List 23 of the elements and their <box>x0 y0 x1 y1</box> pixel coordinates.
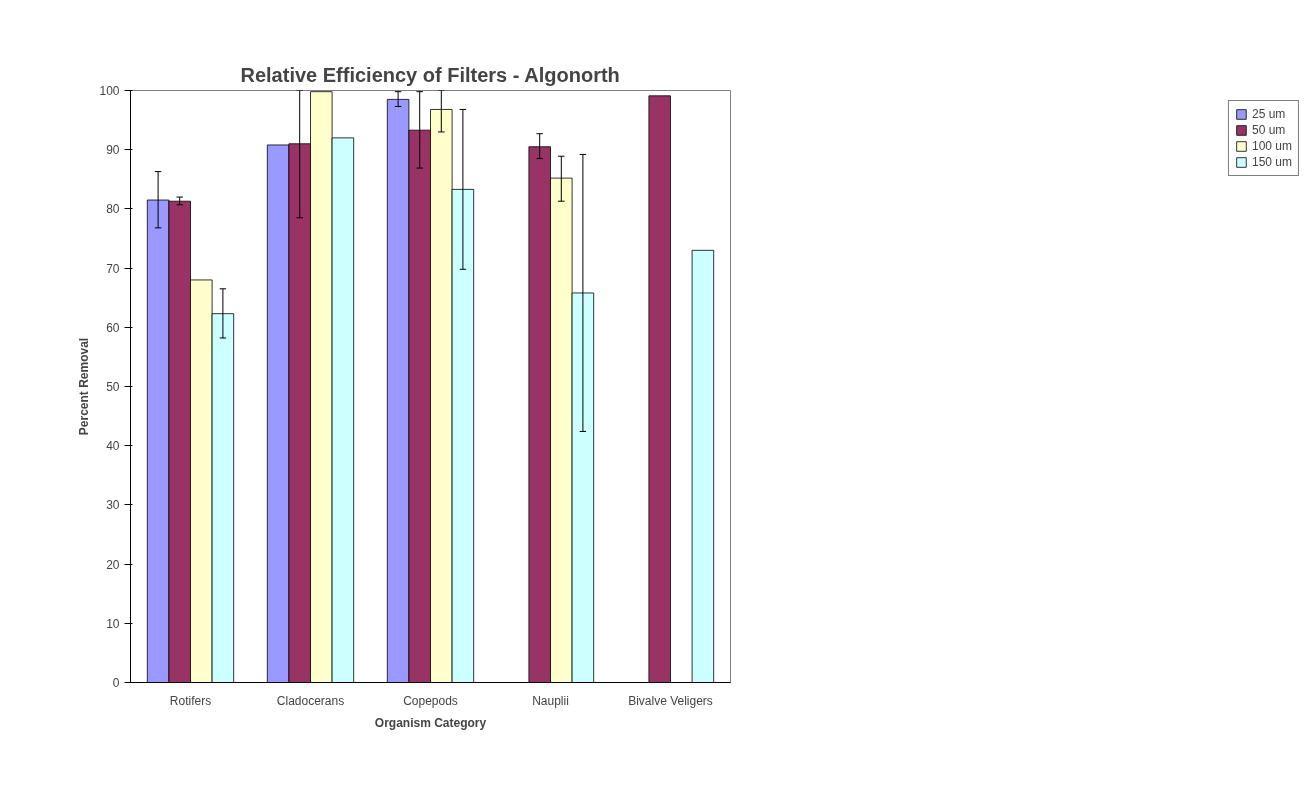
x-tick-label: Cladocerans <box>276 693 345 708</box>
y-axis-title: Percent Removal <box>77 337 92 436</box>
legend-label: 150 um <box>1251 155 1292 169</box>
y-tick-label: 100 <box>99 84 120 98</box>
legend-label: 50 um <box>1251 123 1286 137</box>
x-tick-label: Rotifers <box>169 693 212 708</box>
chart-title: Relative Efficiency of Filters - Algonorth <box>240 63 620 86</box>
y-tick-label: 90 <box>106 143 120 158</box>
y-tick-label: 0 <box>112 676 120 690</box>
y-tick-label: 50 <box>106 380 120 394</box>
y-tick-label: 80 <box>106 202 120 217</box>
x-tick-label: Bivalve Veligers <box>628 693 713 708</box>
y-tick-label: 20 <box>106 557 120 572</box>
x-axis-title: Organism Category <box>374 715 487 730</box>
legend-label: 100 um <box>1251 139 1292 153</box>
y-tick-label: 40 <box>106 439 120 454</box>
x-tick-label: Nauplii <box>532 693 569 708</box>
x-tick-label: Copepods <box>403 693 458 708</box>
y-tick-label: 10 <box>106 616 120 631</box>
y-tick-label: 70 <box>106 261 120 276</box>
legend-label: 25 um <box>1251 107 1286 121</box>
y-tick-label: 60 <box>106 320 120 335</box>
y-tick-label: 30 <box>106 498 120 513</box>
